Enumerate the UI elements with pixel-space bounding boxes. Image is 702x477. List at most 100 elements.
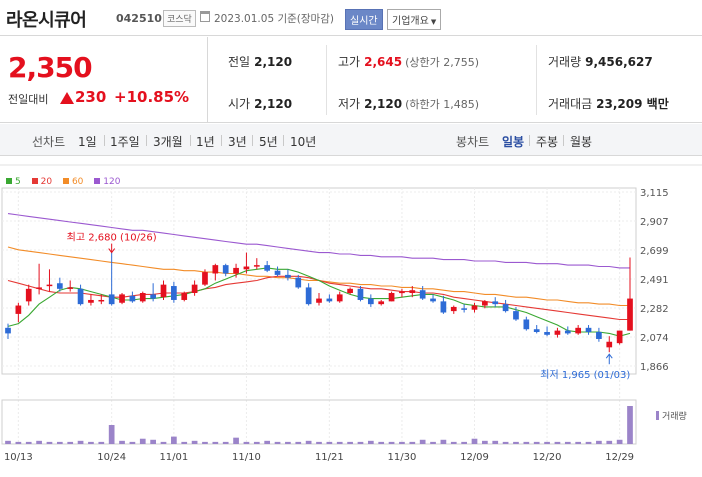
company-overview-label: 기업개요 [392,16,429,27]
volume-bar [181,441,188,444]
volume-bar [471,438,478,444]
candle-body [482,301,488,306]
separator [190,135,191,146]
tab-1day[interactable]: 1일 [78,135,97,149]
volume-bar [171,436,177,444]
legend-ma20: 20 [31,177,53,187]
volume-label: 거래량 [548,55,582,69]
x-tick-label: 12/09 [460,452,489,463]
candle-body [627,298,633,331]
x-tick-label: 10/24 [97,452,126,463]
ma120-line [7,213,630,269]
candle-body [347,288,353,294]
candle-body [191,284,198,294]
company-overview-button[interactable]: 기업개요 ▼ [387,9,442,30]
high-value: 2,645 [364,55,403,69]
volume-bar [585,441,592,444]
volume-legend-label: 거래량 [662,410,687,422]
tab-1week[interactable]: 1주일 [110,135,140,149]
market-badge: 코스닥 [163,10,196,27]
volume-bar [233,437,239,444]
current-price: 2,350 [8,51,93,84]
candle-body [285,274,291,278]
candle-body [98,299,105,302]
legend-ma60: 60 [62,177,83,187]
separator [221,135,222,146]
tab-1year[interactable]: 1년 [196,135,215,149]
candle-body [171,286,177,300]
candle-body [295,277,302,288]
volume-bar [139,438,146,444]
candle-body [222,265,229,274]
tab-weekly[interactable]: 주봉 [536,135,559,149]
candle-body [388,293,395,302]
volume-legend-swatch [656,411,659,420]
tab-3month[interactable]: 3개월 [153,135,183,149]
calendar-icon [200,11,210,22]
candle-body [316,298,322,303]
volume-bar [285,441,291,444]
volume-bar [575,441,582,444]
volume-bar [564,441,571,444]
y-tick-label: 2,491 [640,275,669,286]
candle-body [264,265,271,271]
candle-body [564,330,571,334]
amount-label: 거래대금 [548,97,593,111]
candle-body [399,291,405,294]
legend-label: 120 [103,177,121,187]
y-tick-label: 2,074 [640,333,669,344]
candle-body [606,341,613,348]
tab-daily[interactable]: 일봉 [502,135,525,149]
divider [326,45,327,115]
volume-bar [440,439,447,444]
tab-monthly[interactable]: 월봉 [570,135,593,149]
legend-swatch [94,178,101,184]
volume-bar [274,441,281,444]
volume-bar [513,441,519,444]
candle-body [139,293,146,302]
tab-10year[interactable]: 10년 [290,135,317,149]
candle-body [367,298,374,305]
separator [104,135,105,146]
candle-body [212,265,219,274]
candle-body [243,266,250,270]
candle-body [160,284,167,298]
volume-bar [409,441,416,444]
volume-bar [56,441,63,444]
volume-bar [191,440,198,444]
tab-3year[interactable]: 3년 [228,135,247,149]
volume-bar [67,441,74,444]
legend-label: 20 [40,177,53,187]
candle-body [544,332,550,335]
candle-body [15,305,22,314]
candle-body [202,272,208,285]
volume-bar [264,440,271,444]
candle-body [450,306,457,312]
stock-header: 라온시큐어 042510 코스닥 2023.01.05 기준(장마감) 실시간 … [0,0,702,36]
volume-bar [129,441,136,444]
candle-body [554,330,561,335]
volume-bar [326,441,333,444]
tab-5year[interactable]: 5년 [259,135,278,149]
volume-bar [482,440,488,444]
candle-body [616,330,623,344]
candle-body [274,270,281,275]
realtime-button[interactable]: 실시간 [345,9,383,30]
candle-body [88,299,94,303]
candle-body [129,295,136,302]
volume-bar [212,441,219,444]
volume-bar [108,425,115,444]
high-annotation: 최고 2,680 (10/26) [67,232,157,244]
y-tick-label: 2,282 [640,304,669,315]
candle-body [36,287,42,289]
x-tick-label: 11/30 [388,452,417,463]
volume-bar [5,440,11,444]
open-value: 2,120 [254,97,293,111]
separator [563,135,564,146]
volume-bar [77,440,84,444]
low-cell: 저가 2,120 (하한가 1,485) [338,95,479,112]
volume-bar [316,441,322,444]
legend-ma5: 5 [6,177,21,187]
candle-body [326,298,333,302]
